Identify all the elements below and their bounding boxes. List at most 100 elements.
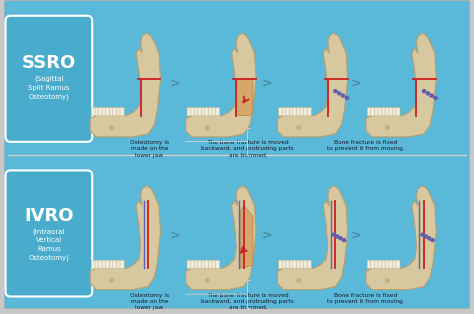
Text: The bone fracture is moved
backward, and protruding parts
are trimmed.: The bone fracture is moved backward, and… [201, 140, 294, 158]
Text: Osteotomy is
made on the
lower jaw: Osteotomy is made on the lower jaw [130, 140, 169, 158]
FancyBboxPatch shape [371, 108, 375, 116]
FancyBboxPatch shape [307, 260, 311, 268]
FancyBboxPatch shape [378, 260, 382, 268]
FancyBboxPatch shape [385, 108, 389, 116]
Circle shape [385, 279, 389, 282]
FancyBboxPatch shape [209, 108, 213, 116]
FancyBboxPatch shape [4, 0, 470, 309]
FancyBboxPatch shape [392, 108, 396, 116]
Text: The bone fracture is moved
backward, and protruding parts
are trimmed.: The bone fracture is moved backward, and… [201, 293, 294, 310]
Circle shape [337, 92, 341, 95]
FancyBboxPatch shape [293, 108, 297, 116]
Circle shape [336, 235, 339, 238]
FancyBboxPatch shape [102, 260, 106, 268]
FancyBboxPatch shape [201, 108, 206, 116]
FancyBboxPatch shape [289, 108, 293, 116]
FancyBboxPatch shape [95, 108, 99, 116]
FancyBboxPatch shape [91, 108, 96, 116]
FancyBboxPatch shape [201, 260, 206, 268]
FancyBboxPatch shape [303, 108, 308, 116]
FancyBboxPatch shape [120, 108, 124, 116]
FancyBboxPatch shape [296, 260, 301, 268]
Circle shape [428, 237, 431, 240]
FancyBboxPatch shape [187, 108, 191, 116]
FancyBboxPatch shape [307, 108, 311, 116]
FancyBboxPatch shape [396, 108, 400, 116]
FancyBboxPatch shape [216, 108, 220, 116]
FancyBboxPatch shape [286, 108, 290, 116]
Text: >: > [261, 77, 272, 90]
FancyBboxPatch shape [371, 260, 375, 268]
Polygon shape [90, 186, 161, 290]
FancyBboxPatch shape [303, 260, 308, 268]
Circle shape [110, 279, 113, 282]
Text: >: > [351, 230, 362, 243]
FancyBboxPatch shape [95, 260, 99, 268]
FancyBboxPatch shape [106, 260, 110, 268]
FancyBboxPatch shape [392, 260, 396, 268]
FancyBboxPatch shape [279, 260, 283, 268]
FancyBboxPatch shape [382, 108, 386, 116]
FancyBboxPatch shape [6, 171, 92, 296]
FancyBboxPatch shape [367, 108, 372, 116]
FancyBboxPatch shape [282, 108, 286, 116]
FancyBboxPatch shape [99, 260, 103, 268]
Polygon shape [366, 33, 436, 137]
Circle shape [424, 235, 428, 238]
FancyBboxPatch shape [389, 108, 393, 116]
FancyBboxPatch shape [113, 260, 117, 268]
FancyBboxPatch shape [374, 260, 379, 268]
Circle shape [341, 94, 345, 97]
Text: >: > [170, 77, 180, 90]
FancyBboxPatch shape [209, 260, 213, 268]
FancyBboxPatch shape [109, 108, 114, 116]
FancyBboxPatch shape [216, 260, 220, 268]
Circle shape [297, 126, 301, 130]
FancyBboxPatch shape [187, 260, 191, 268]
Polygon shape [277, 33, 347, 137]
FancyBboxPatch shape [367, 260, 372, 268]
Circle shape [426, 92, 429, 95]
FancyBboxPatch shape [113, 108, 117, 116]
FancyBboxPatch shape [191, 108, 195, 116]
Text: >: > [261, 230, 272, 243]
Circle shape [342, 239, 346, 242]
Circle shape [346, 96, 348, 100]
Text: Osteotomy is
made on the
lower jaw: Osteotomy is made on the lower jaw [130, 293, 169, 310]
FancyBboxPatch shape [300, 260, 304, 268]
FancyBboxPatch shape [396, 260, 400, 268]
FancyBboxPatch shape [106, 108, 110, 116]
FancyBboxPatch shape [289, 260, 293, 268]
FancyBboxPatch shape [91, 260, 96, 268]
Circle shape [431, 239, 434, 242]
Text: >: > [351, 77, 362, 90]
Polygon shape [186, 33, 256, 137]
Polygon shape [277, 186, 347, 290]
Text: Bone fracture is fixed
to prevent it from moving.: Bone fracture is fixed to prevent it fro… [327, 293, 405, 304]
FancyBboxPatch shape [194, 260, 199, 268]
Polygon shape [241, 206, 253, 268]
Text: Bone fracture is fixed
to prevent it from moving.: Bone fracture is fixed to prevent it fro… [327, 140, 405, 151]
FancyBboxPatch shape [296, 108, 301, 116]
Text: (Sagittal
Split Ramus
Osteotomy): (Sagittal Split Ramus Osteotomy) [28, 76, 70, 100]
Text: IVRO: IVRO [24, 207, 73, 225]
Circle shape [297, 279, 301, 282]
FancyBboxPatch shape [120, 260, 124, 268]
Circle shape [339, 237, 342, 240]
FancyBboxPatch shape [279, 108, 283, 116]
Text: SSRO: SSRO [22, 54, 76, 72]
Circle shape [205, 126, 209, 130]
Text: (Intraoral
Vertical
Ramus
Osteotomy): (Intraoral Vertical Ramus Osteotomy) [28, 228, 69, 261]
Circle shape [205, 279, 209, 282]
Circle shape [421, 233, 424, 236]
Polygon shape [90, 33, 161, 137]
Circle shape [385, 126, 389, 130]
FancyBboxPatch shape [205, 260, 209, 268]
FancyBboxPatch shape [382, 260, 386, 268]
FancyBboxPatch shape [286, 260, 290, 268]
FancyBboxPatch shape [109, 260, 114, 268]
FancyBboxPatch shape [198, 260, 202, 268]
FancyBboxPatch shape [300, 108, 304, 116]
Polygon shape [366, 186, 436, 290]
FancyBboxPatch shape [293, 260, 297, 268]
